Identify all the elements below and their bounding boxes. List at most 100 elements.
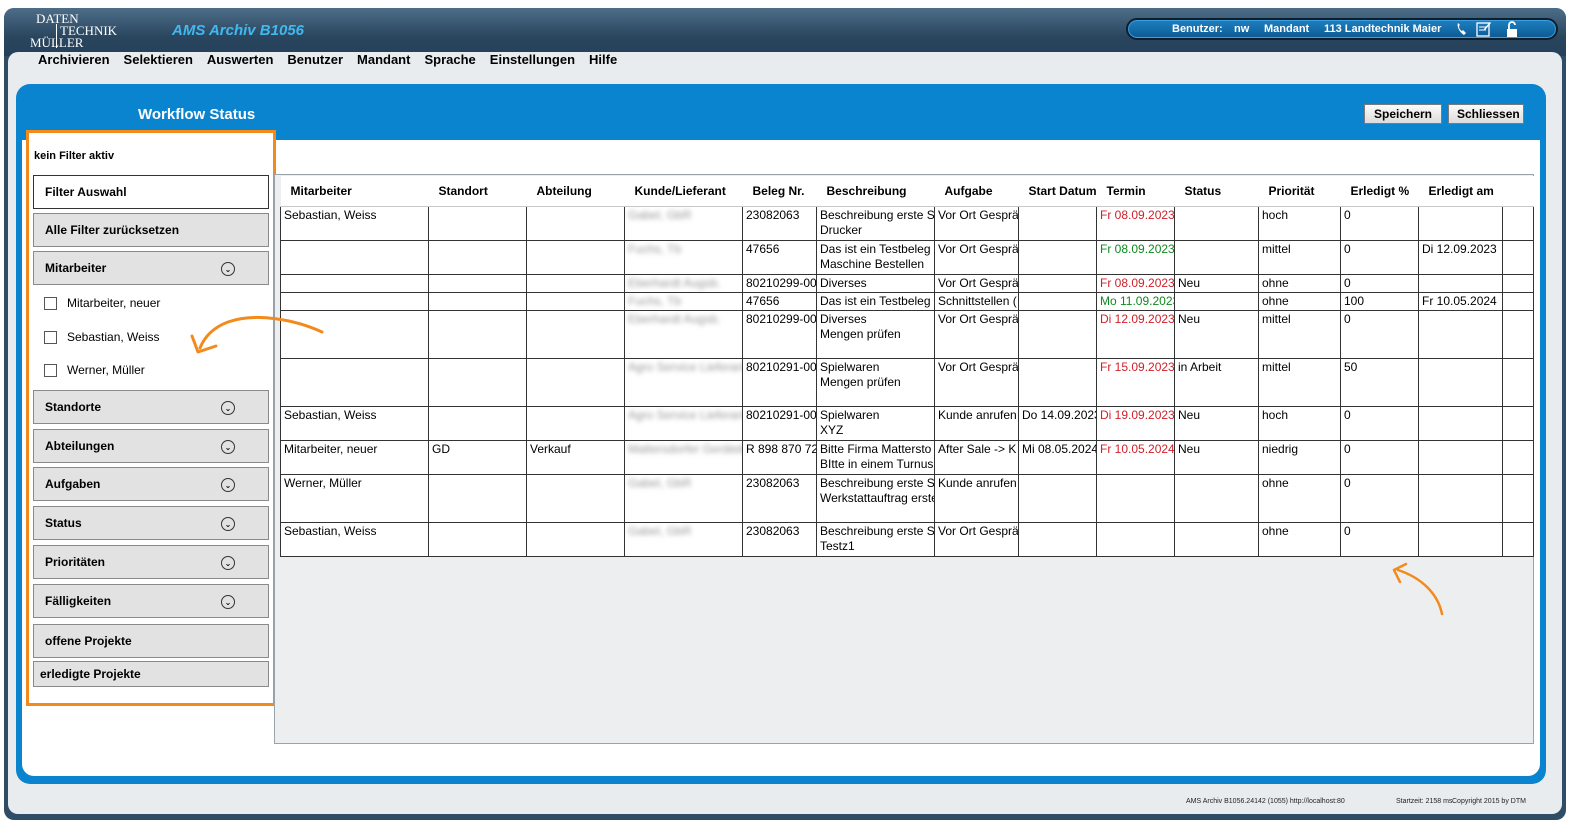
- phone-icon[interactable]: [1454, 21, 1470, 37]
- cell-erledigt_am: [1418, 405, 1503, 441]
- description-line: Maschine Bestellen: [820, 256, 925, 271]
- employee-checkbox[interactable]: Werner, Müller: [44, 363, 145, 377]
- column-header[interactable]: Status: [1174, 176, 1259, 207]
- cell-prio: mittel: [1258, 239, 1341, 275]
- menu-benutzer[interactable]: Benutzer: [287, 52, 344, 67]
- cell-start: [1018, 291, 1097, 311]
- filter-select-button[interactable]: Filter Auswahl: [33, 175, 269, 209]
- table-row[interactable]: Agro Service Lieferant 80210291-00 Spielwa…: [280, 357, 1534, 407]
- table-row[interactable]: Fuchs, Tb 47656 Das ist ein Testbeleg I Mas…: [280, 239, 1534, 275]
- open-projects-button[interactable]: offene Projekte: [33, 624, 269, 658]
- cell-start: [1018, 473, 1097, 523]
- table-row[interactable]: Fuchs, Tb 47656 Das ist ein Testbeleg I Sch…: [280, 291, 1534, 311]
- table-row[interactable]: Sebastian, Weiss Agro Service Lieferant 80…: [280, 405, 1534, 441]
- cell-erledigt_am: [1418, 439, 1503, 475]
- cell-filler: [1502, 357, 1534, 407]
- cell-start: [1018, 357, 1097, 407]
- done-projects-button[interactable]: erledigte Projekte: [33, 661, 269, 687]
- cell-erledigt: 0: [1340, 405, 1419, 441]
- column-header[interactable]: Erledigt %: [1340, 176, 1419, 207]
- cell-start: Do 14.09.2023: [1018, 405, 1097, 441]
- column-header[interactable]: Termin: [1096, 176, 1175, 207]
- filter-select-label: Filter Auswahl: [45, 185, 127, 199]
- column-header[interactable]: Beleg Nr.: [742, 176, 817, 207]
- cell-standort: [428, 405, 527, 441]
- chevron-down-icon: ⌄: [221, 595, 235, 609]
- column-header[interactable]: Aufgabe: [934, 176, 1019, 207]
- column-header-filler: [1502, 176, 1534, 207]
- cell-beschreibung: Diverses Mengen prüfen: [816, 309, 935, 359]
- edit-note-icon[interactable]: [1476, 21, 1492, 37]
- cell-kunde: Eberhardt Augsb.: [624, 309, 743, 359]
- cell-mitarbeiter: [280, 309, 429, 359]
- cell-filler: [1502, 521, 1534, 557]
- menu-selektieren[interactable]: Selektieren: [123, 52, 193, 67]
- cell-erledigt: 0: [1340, 239, 1419, 275]
- cell-filler: [1502, 291, 1534, 311]
- table-row[interactable]: Sebastian, Weiss Gabel, GbR 23082063 Beschr…: [280, 521, 1534, 557]
- menu-auswerten[interactable]: Auswerten: [206, 52, 274, 67]
- column-header[interactable]: Priorität: [1258, 176, 1341, 207]
- filter-group-standorte[interactable]: Standorte ⌄: [33, 390, 269, 424]
- checkbox-icon[interactable]: [44, 330, 57, 344]
- cell-filler: [1502, 405, 1534, 441]
- filter-group-mitarbeiter[interactable]: Mitarbeiter ⌄: [33, 251, 269, 285]
- cell-status: Neu: [1174, 439, 1259, 475]
- close-button[interactable]: Schliessen: [1448, 104, 1524, 124]
- menu-einstellungen[interactable]: Einstellungen: [489, 52, 576, 67]
- menu-hilfe[interactable]: Hilfe: [589, 52, 618, 67]
- description-line: Testz1: [820, 538, 855, 553]
- table-row[interactable]: Eberhardt Augsb. 80210299-00 Diverses Menge…: [280, 309, 1534, 359]
- cell-mitarbeiter: Sebastian, Weiss: [280, 405, 429, 441]
- employee-checkbox[interactable]: Mitarbeiter, neuer: [44, 296, 160, 310]
- column-header[interactable]: Kunde/Lieferant: [624, 176, 743, 207]
- column-header[interactable]: Start Datum: [1018, 176, 1097, 207]
- table-row[interactable]: Mitarbeiter, neuer GD Verkauf Mattersdorfer…: [280, 439, 1534, 475]
- column-header[interactable]: Abteilung: [526, 176, 625, 207]
- cell-termin: Di 12.09.2023: [1096, 309, 1175, 359]
- cell-prio: niedrig: [1258, 439, 1341, 475]
- cell-erledigt: 0: [1340, 521, 1419, 557]
- description-line: Spielwaren: [820, 359, 880, 374]
- title-bar: DATEN TECHNIK MÜLLER AMS Archiv B1056 Be…: [4, 8, 1566, 56]
- cell-beschreibung: Beschreibung erste SeiteTestz1: [816, 521, 935, 557]
- filter-group-status[interactable]: Status ⌄: [33, 506, 269, 540]
- checkbox-icon[interactable]: [44, 363, 57, 377]
- cell-filler: [1502, 309, 1534, 359]
- annotation-arrow: [1392, 562, 1444, 616]
- checkbox-icon[interactable]: [44, 296, 57, 310]
- customer-name-blurred: Mattersdorfer Gerätebau: [628, 441, 742, 456]
- cell-erledigt_am: [1418, 273, 1503, 293]
- table-row[interactable]: Sebastian, Weiss Gabel, GbR 23082063 Beschr…: [280, 205, 1534, 241]
- cell-beleg: 80210299-00: [742, 309, 817, 359]
- unlock-icon[interactable]: [1504, 21, 1520, 37]
- column-header[interactable]: Beschreibung: [816, 176, 935, 207]
- menu-archivieren[interactable]: Archivieren: [38, 52, 110, 67]
- cell-aufgabe: Vor Ort Gespräch: [934, 273, 1019, 293]
- cell-erledigt: 0: [1340, 473, 1419, 523]
- customer-name-blurred: Eberhardt Augsb.: [628, 275, 721, 290]
- done-projects-label: erledigte Projekte: [40, 667, 141, 681]
- description-line: Spielwaren: [820, 407, 880, 422]
- menu-sprache[interactable]: Sprache: [424, 52, 476, 67]
- column-header[interactable]: Erledigt am: [1418, 176, 1503, 207]
- filter-group-abteilungen[interactable]: Abteilungen ⌄: [33, 429, 269, 463]
- reset-filters-button[interactable]: Alle Filter zurücksetzen: [33, 213, 269, 247]
- column-header[interactable]: Standort: [428, 176, 527, 207]
- cell-erledigt_am: [1418, 473, 1503, 523]
- cell-beschreibung: Das ist ein Testbeleg I Maschine Bestelle…: [816, 239, 935, 275]
- cell-erledigt: 0: [1340, 309, 1419, 359]
- cell-kunde: Agro Service Lieferant: [624, 357, 743, 407]
- table-row[interactable]: Eberhardt Augsb. 80210299-00 Diverses Vor O…: [280, 273, 1534, 293]
- employee-checkbox[interactable]: Sebastian, Weiss: [44, 330, 160, 344]
- filter-group-prioritaeten[interactable]: Prioritäten ⌄: [33, 545, 269, 579]
- customer-name-blurred: Agro Service Lieferant: [628, 359, 743, 374]
- filter-group-aufgaben[interactable]: Aufgaben ⌄: [33, 467, 269, 501]
- chevron-down-icon: ⌄: [221, 440, 235, 454]
- save-button[interactable]: Speichern: [1364, 104, 1442, 124]
- user-name: nw: [1234, 23, 1250, 35]
- menu-mandant[interactable]: Mandant: [357, 52, 411, 67]
- filter-group-faelligkeiten[interactable]: Fälligkeiten ⌄: [33, 584, 269, 618]
- table-row[interactable]: Werner, Müller Gabel, GbR 23082063 Beschrei…: [280, 473, 1534, 523]
- column-header[interactable]: Mitarbeiter: [280, 176, 429, 207]
